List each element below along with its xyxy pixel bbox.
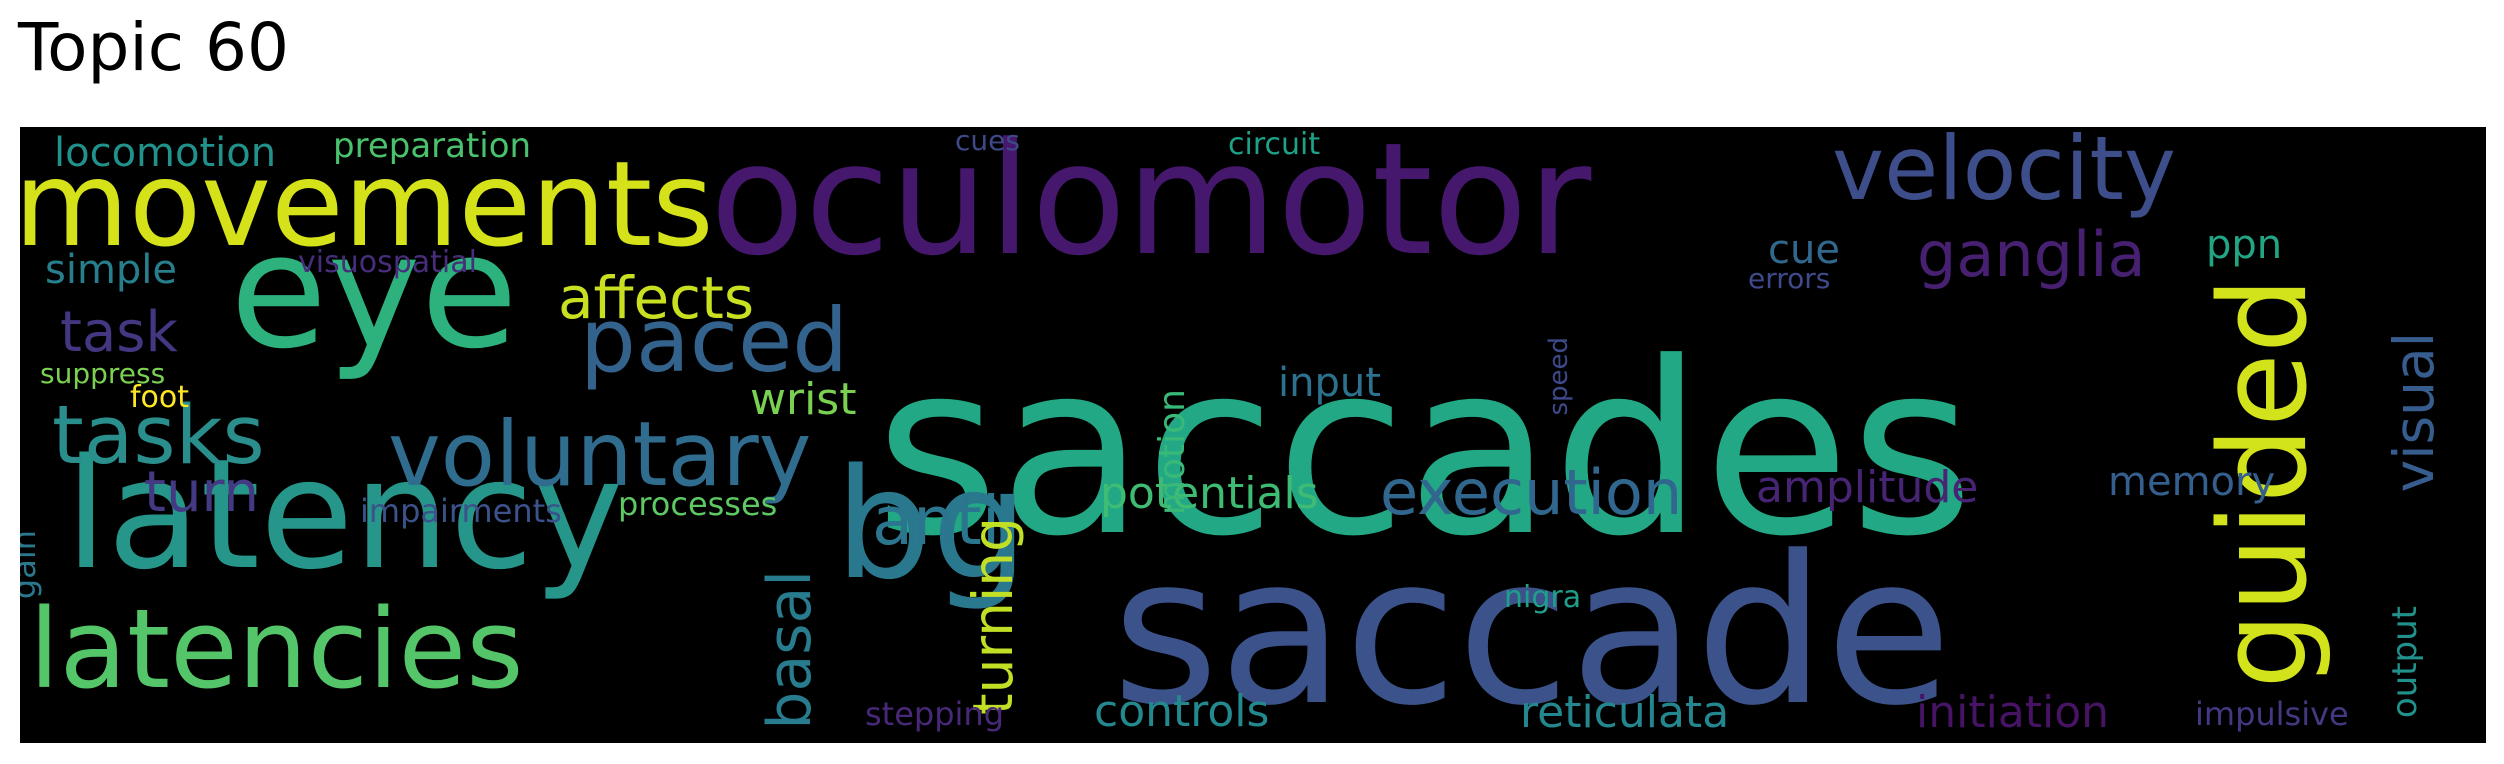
word-output: output (2385, 606, 2425, 719)
word-movements: movements (20, 135, 714, 273)
word-motion: motion (1152, 389, 1193, 516)
word-nigra: nigra (1504, 580, 1582, 615)
word-visual: visual (2382, 332, 2446, 493)
word-simple: simple (45, 247, 178, 293)
word-processes: processes (618, 485, 778, 523)
word-anti: anti (872, 482, 1001, 560)
word-saccade: saccade (1112, 513, 1952, 743)
word-ganglia: ganglia (1917, 218, 2146, 291)
word-cues: cues (955, 127, 1020, 157)
word-wrist: wrist (750, 374, 857, 425)
word-voluntary: voluntary (388, 402, 812, 506)
word-latency: latency (65, 426, 624, 603)
word-initiation: initiation (1916, 687, 2110, 738)
word-oculomotor: oculomotor (710, 127, 1592, 290)
word-cue: cue (1768, 227, 1840, 273)
word-execution: execution (1380, 456, 1683, 529)
word-speed: speed (1544, 337, 1574, 416)
word-eye: eye (230, 200, 518, 384)
word-bg: bg (835, 436, 1028, 613)
word-circuit: circuit (1228, 127, 1321, 162)
word-reticulata: reticulata (1520, 687, 1730, 738)
word-paced: paced (580, 289, 849, 392)
word-gain: gain (20, 530, 43, 600)
word-locomotion: locomotion (54, 130, 277, 176)
word-foot: foot (130, 380, 190, 415)
word-saccades: saccades (875, 312, 1974, 589)
word-velocity: velocity (1832, 127, 2176, 220)
word-visuospatial: visuospatial (298, 245, 477, 280)
word-preparation: preparation (333, 127, 532, 166)
word-turn: turn (144, 460, 259, 525)
word-stepping: stepping (865, 695, 1005, 733)
word-input: input (1278, 360, 1381, 406)
word-task: task (60, 300, 178, 365)
word-tasks: tasks (52, 389, 265, 483)
word-ppn: ppn (2206, 222, 2283, 268)
word-impulsive: impulsive (2195, 695, 2349, 733)
word-amplitude: amplitude (1756, 462, 1979, 513)
word-turning: turning (961, 517, 1025, 715)
word-controls: controls (1094, 686, 1270, 737)
word-basal: basal (755, 570, 825, 730)
word-memory: memory (2108, 459, 2276, 505)
word-latencies: latencies (29, 585, 524, 713)
word-affects: affects (558, 264, 755, 332)
page-title: Topic 60 (18, 9, 289, 86)
word-cloud: saccades saccade oculomotor eye movement… (20, 127, 2486, 743)
word-suppress: suppress (40, 357, 166, 390)
word-potentials: potentials (1100, 468, 1319, 519)
word-errors: errors (1748, 262, 1831, 295)
word-impairments: impairments (360, 492, 562, 530)
